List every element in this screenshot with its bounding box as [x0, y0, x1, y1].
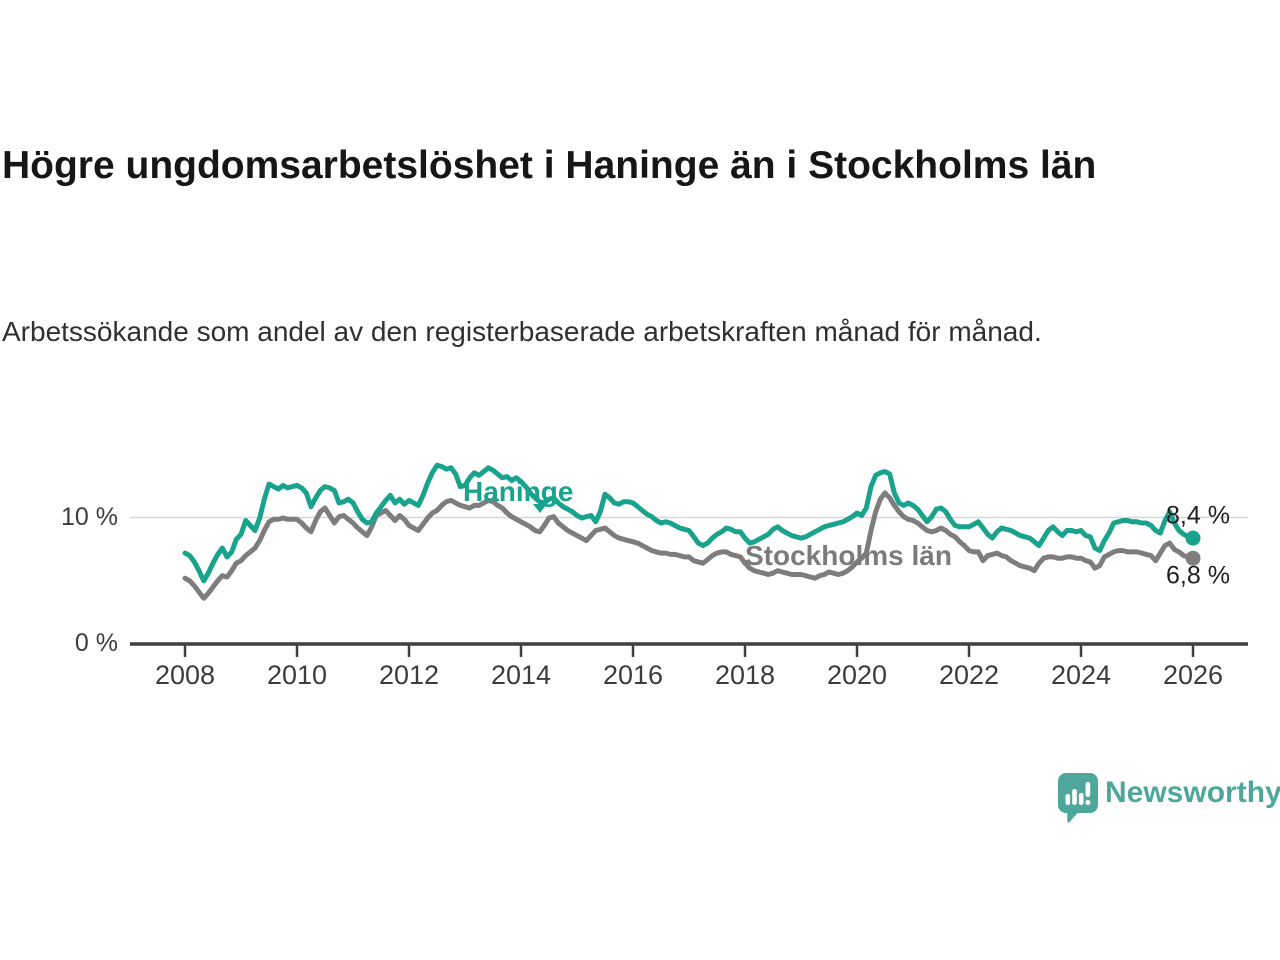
x-tick-label: 2016 — [602, 660, 664, 690]
speech-bubble-shape — [1058, 773, 1098, 823]
x-tick-label: 2018 — [714, 660, 776, 690]
series-label-haninge: Haninge — [463, 476, 574, 507]
page-title: Högre ungdomsarbetslöshet i Haninge än i… — [2, 144, 1097, 187]
bar-2 — [1072, 789, 1077, 805]
exclamation-bar — [1085, 782, 1091, 797]
newsworthy-logo: Newsworthy — [1057, 772, 1280, 824]
newsworthy-logo-text: Newsworthy — [1105, 776, 1280, 809]
x-tick-label: 2008 — [154, 660, 216, 690]
stockholm-line — [182, 490, 1196, 601]
x-tick-label: 2012 — [378, 660, 440, 690]
bar-1 — [1065, 794, 1071, 805]
y-tick-label-10: 10 % — [61, 503, 118, 531]
x-tick-label: 2026 — [1162, 660, 1224, 690]
exclamation-dot — [1085, 800, 1091, 805]
y-tick-label-0: 0 % — [74, 629, 118, 657]
x-tick-label: 2022 — [938, 660, 1000, 690]
haninge-end-dot — [1185, 530, 1201, 546]
bar-3 — [1078, 793, 1084, 805]
end-value-label-stockholm: 6,8 % — [1166, 561, 1230, 590]
x-axis-ticks — [183, 644, 1195, 657]
end-value-label-haninge: 8,4 % — [1166, 501, 1230, 530]
haninge-line — [182, 462, 1196, 584]
series-label-stockholm: Stockholms län — [745, 540, 952, 571]
x-tick-label: 2014 — [490, 660, 552, 690]
x-tick-label: 2010 — [266, 660, 328, 690]
stockholm-end-dot — [1185, 550, 1201, 566]
page-subtitle: Arbetssökande som andel av den registerb… — [2, 316, 1042, 347]
newsworthy-bubble-bar-chart-icon — [1058, 773, 1098, 823]
x-tick-label: 2020 — [826, 660, 888, 690]
x-tick-label: 2024 — [1050, 660, 1112, 690]
haninge-label-pointer-icon — [533, 504, 547, 513]
